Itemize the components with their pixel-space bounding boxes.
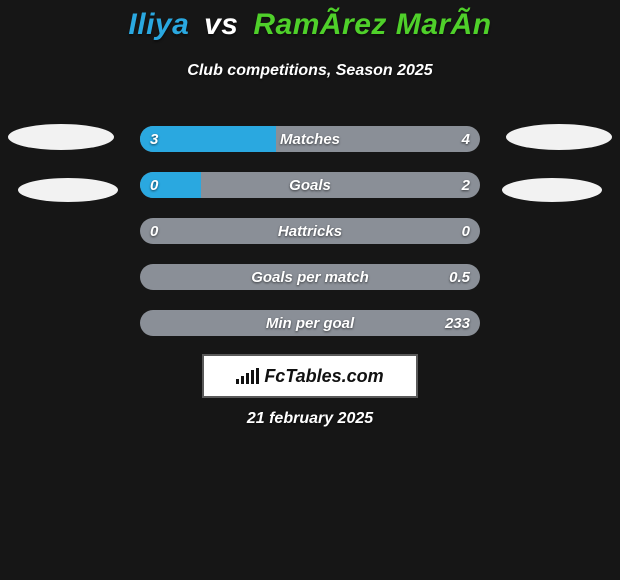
date-label: 21 february 2025 xyxy=(0,410,620,428)
bar-label: Matches xyxy=(140,126,480,152)
player1-name: Iliya xyxy=(128,8,189,41)
bar-value-right: 0 xyxy=(462,218,470,244)
bar-label: Goals xyxy=(140,172,480,198)
stat-bar: 3Matches4 xyxy=(140,126,480,152)
bar-value-right: 0.5 xyxy=(449,264,470,290)
player2-name: RamÃ­rez MarÃ­n xyxy=(253,8,491,41)
player1-badge-1 xyxy=(8,124,114,150)
bar-value-right: 4 xyxy=(462,126,470,152)
logo-text: FcTables.com xyxy=(264,366,383,387)
bar-label: Hattricks xyxy=(140,218,480,244)
vs-label: vs xyxy=(204,8,238,41)
bar-label: Goals per match xyxy=(140,264,480,290)
stats-bars: 3Matches40Goals20Hattricks0Goals per mat… xyxy=(140,126,480,356)
player2-badge-1 xyxy=(506,124,612,150)
bar-chart-icon xyxy=(236,368,258,384)
bar-value-right: 2 xyxy=(462,172,470,198)
player1-badge-2 xyxy=(18,178,118,202)
player2-badge-2 xyxy=(502,178,602,202)
stat-bar: Min per goal233 xyxy=(140,310,480,336)
page-title: Iliya vs RamÃ­rez MarÃ­n xyxy=(0,8,620,42)
stat-bar: 0Hattricks0 xyxy=(140,218,480,244)
bar-value-right: 233 xyxy=(445,310,470,336)
stat-bar: 0Goals2 xyxy=(140,172,480,198)
fctables-logo: FcTables.com xyxy=(202,354,418,398)
comparison-infographic: Iliya vs RamÃ­rez MarÃ­n Club competitio… xyxy=(0,0,620,580)
subtitle: Club competitions, Season 2025 xyxy=(0,62,620,80)
stat-bar: Goals per match0.5 xyxy=(140,264,480,290)
bar-label: Min per goal xyxy=(140,310,480,336)
